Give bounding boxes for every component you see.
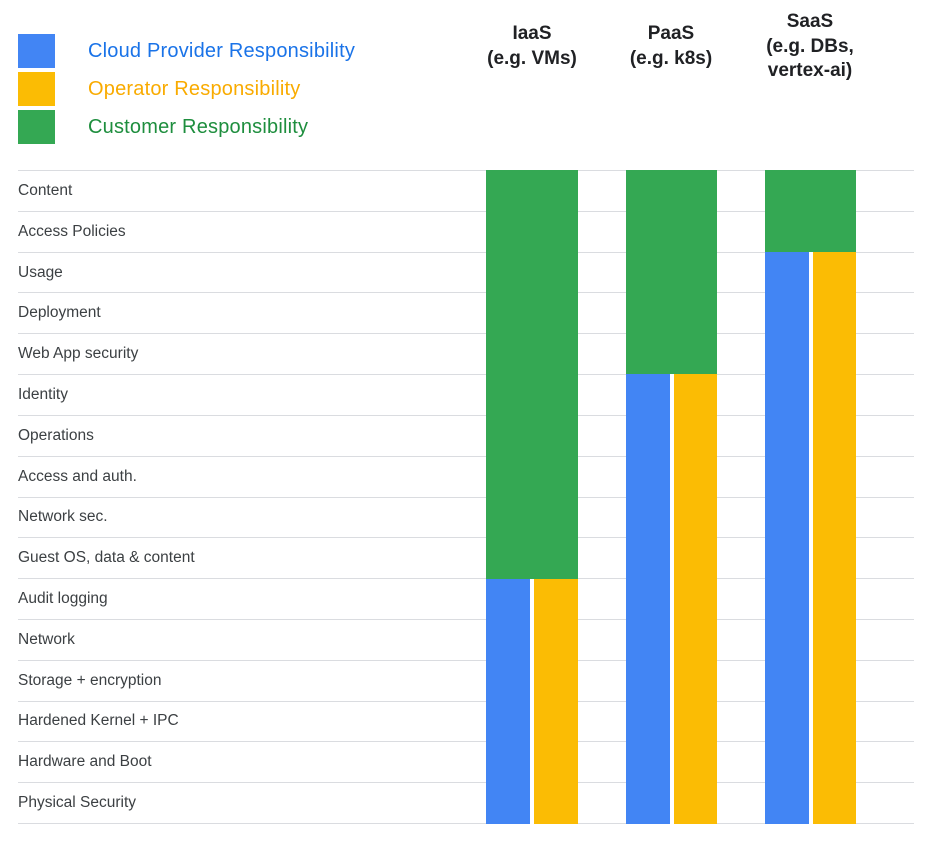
- row-label: Network: [18, 630, 75, 648]
- row-label: Deployment: [18, 304, 101, 322]
- operator-segment: [673, 374, 717, 824]
- customer-segment: [765, 170, 856, 252]
- column-subtitle-paas: (e.g. k8s): [629, 47, 713, 69]
- column-header-iaas: IaaS (e.g. VMs): [442, 22, 622, 71]
- row-label: Network sec.: [18, 508, 108, 526]
- operator-color-swatch: [18, 72, 55, 106]
- legend-label-operator: Operator Responsibility: [88, 77, 301, 100]
- legend-label-customer: Customer Responsibility: [88, 115, 309, 138]
- row: Hardened Kernel + IPC: [18, 700, 914, 742]
- row-label: Guest OS, data & content: [18, 549, 195, 567]
- row-label: Usage: [18, 263, 63, 281]
- row: Network sec.: [18, 496, 914, 538]
- legend-item-cloud-provider: Cloud Provider Responsibility: [18, 33, 355, 69]
- row-label: Access Policies: [18, 222, 126, 240]
- bars-layer: [18, 170, 914, 824]
- column-title-paas: PaaS: [647, 23, 695, 44]
- row: Audit logging: [18, 578, 914, 619]
- row: Network: [18, 618, 914, 660]
- provider-segment: [486, 578, 530, 824]
- row: Storage + encryption: [18, 659, 914, 701]
- provider-segment: [626, 374, 670, 824]
- row-label: Content: [18, 181, 73, 199]
- column-title-saas: SaaS: [786, 11, 834, 32]
- legend-item-operator: Operator Responsibility: [18, 71, 355, 107]
- customer-segment: [486, 170, 578, 579]
- row: Physical Security: [18, 782, 914, 823]
- legend-item-customer: Customer Responsibility: [18, 109, 355, 145]
- bar-saas: [765, 170, 856, 824]
- row: Guest OS, data & content: [18, 537, 914, 578]
- legend: Cloud Provider Responsibility Operator R…: [18, 33, 355, 145]
- column-header-saas: SaaS (e.g. DBs, vertex-ai): [725, 10, 895, 84]
- legend-label-cloud-provider: Cloud Provider Responsibility: [88, 39, 356, 62]
- row-label: Hardware and Boot: [18, 753, 152, 771]
- row: Identity: [18, 374, 914, 415]
- row-label: Audit logging: [18, 590, 108, 608]
- row: Content: [18, 170, 914, 211]
- provider-operator-segment: [486, 578, 578, 824]
- row-label: Hardened Kernel + IPC: [18, 712, 179, 730]
- provider-operator-segment: [765, 251, 856, 824]
- customer-segment: [626, 170, 717, 375]
- row: Deployment: [18, 292, 914, 333]
- bar-iaas: [486, 170, 578, 824]
- row: Access Policies: [18, 210, 914, 252]
- row: Usage: [18, 251, 914, 293]
- operator-segment: [812, 251, 856, 824]
- row-label: Physical Security: [18, 794, 137, 812]
- bar-paas: [626, 170, 717, 824]
- column-subtitle-saas: (e.g. DBs, vertex-ai): [766, 35, 854, 82]
- row: Operations: [18, 414, 914, 456]
- provider-segment: [765, 251, 809, 824]
- row-label: Web App security: [18, 345, 139, 363]
- row: Web App security: [18, 333, 914, 374]
- cloud-provider-color-swatch: [18, 34, 55, 68]
- column-title-iaas: IaaS: [512, 23, 552, 44]
- row-label: Storage + encryption: [18, 671, 162, 689]
- row-grid: Content Access Policies Usage Deployment Web…: [18, 170, 914, 824]
- column-subtitle-iaas: (e.g. VMs): [487, 47, 577, 69]
- row-label: Operations: [18, 426, 94, 444]
- row-label: Identity: [18, 385, 68, 403]
- row: Hardware and Boot: [18, 741, 914, 782]
- operator-segment: [534, 578, 578, 824]
- customer-color-swatch: [18, 110, 55, 144]
- row: Access and auth.: [18, 455, 914, 497]
- row-label: Access and auth.: [18, 467, 137, 485]
- provider-operator-segment: [626, 374, 717, 824]
- chart-area: Content Access Policies Usage Deployment Web…: [18, 170, 914, 824]
- column-header-paas: PaaS (e.g. k8s): [581, 22, 761, 71]
